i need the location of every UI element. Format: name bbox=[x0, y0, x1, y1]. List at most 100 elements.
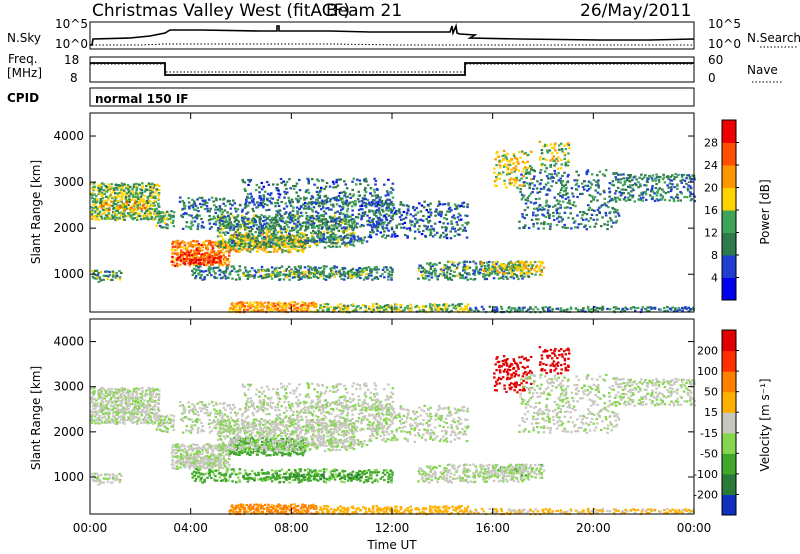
power-cell bbox=[620, 178, 623, 181]
power-cell bbox=[420, 274, 424, 278]
power-cell bbox=[391, 214, 395, 218]
power-cell bbox=[217, 250, 220, 253]
power-cell bbox=[601, 305, 605, 308]
power-cell bbox=[145, 210, 148, 213]
power-cell bbox=[286, 304, 289, 308]
power-cell bbox=[196, 249, 199, 252]
velocity-cell bbox=[119, 415, 123, 418]
power-cell bbox=[587, 180, 591, 183]
power-cell bbox=[249, 274, 252, 277]
power-cell bbox=[248, 180, 252, 183]
power-cell bbox=[355, 183, 358, 186]
power-cell bbox=[285, 223, 289, 226]
power-cell bbox=[354, 224, 357, 227]
power-cell bbox=[379, 231, 383, 234]
power-cell bbox=[639, 199, 642, 202]
power-cell bbox=[303, 307, 307, 310]
power-cell bbox=[166, 224, 170, 227]
power-cell bbox=[304, 244, 307, 247]
power-cell bbox=[340, 227, 344, 230]
power-cell bbox=[249, 179, 253, 182]
power-cell bbox=[253, 274, 257, 277]
power-cell bbox=[536, 180, 539, 183]
power-cell bbox=[482, 275, 485, 278]
power-cell bbox=[616, 196, 619, 199]
power-cell bbox=[129, 192, 133, 195]
power-cell bbox=[269, 308, 273, 312]
power-cell bbox=[284, 221, 287, 225]
power-cell bbox=[548, 227, 552, 231]
power-cell bbox=[453, 227, 456, 230]
nsky-tick-high: 10^5 bbox=[55, 17, 88, 31]
velocity-cell bbox=[101, 398, 104, 401]
power-cell bbox=[102, 183, 106, 186]
power-cell bbox=[294, 236, 298, 239]
velocity-cell bbox=[98, 394, 101, 397]
power-cell bbox=[282, 180, 285, 183]
power-cell bbox=[537, 260, 541, 263]
power-cell bbox=[521, 196, 525, 199]
power-cell bbox=[138, 202, 141, 205]
power-cell bbox=[379, 223, 382, 226]
power-cell bbox=[330, 227, 333, 231]
power-cell bbox=[661, 188, 664, 191]
power-cell bbox=[387, 209, 391, 212]
power-cell bbox=[689, 199, 693, 202]
power-cell bbox=[561, 218, 565, 221]
power-cell bbox=[221, 238, 225, 241]
power-cell bbox=[360, 273, 363, 276]
power-cell bbox=[458, 233, 461, 236]
power-cell bbox=[239, 225, 243, 228]
power-cell bbox=[285, 205, 289, 208]
power-cell bbox=[398, 216, 402, 219]
power-cell bbox=[224, 233, 227, 236]
power-cell bbox=[94, 203, 97, 206]
power-cell bbox=[259, 309, 262, 312]
power-cell bbox=[315, 275, 318, 278]
power-cell bbox=[102, 274, 106, 277]
power-cell bbox=[98, 277, 102, 280]
power-cell bbox=[477, 269, 480, 272]
power-cell bbox=[387, 206, 390, 209]
power-cell bbox=[185, 212, 188, 215]
power-cell bbox=[692, 193, 695, 196]
power-cell bbox=[521, 215, 525, 218]
power-cell bbox=[535, 218, 538, 221]
power-cell bbox=[270, 302, 274, 305]
power-cell bbox=[477, 271, 480, 274]
power-cell bbox=[559, 194, 562, 197]
power-cell bbox=[145, 205, 149, 208]
power-cell bbox=[429, 202, 432, 205]
power-cell bbox=[386, 268, 389, 271]
power-cell bbox=[104, 274, 108, 277]
power-cell bbox=[230, 265, 234, 268]
power-cell bbox=[257, 268, 260, 271]
power-cell bbox=[351, 213, 354, 216]
power-cell bbox=[309, 239, 312, 242]
power-cell bbox=[529, 168, 533, 171]
velocity-cell bbox=[134, 397, 138, 400]
power-cell bbox=[163, 221, 167, 224]
power-cell bbox=[146, 213, 150, 216]
power-cell bbox=[189, 204, 193, 207]
power-cell bbox=[557, 215, 561, 218]
power-cell bbox=[567, 160, 570, 163]
velocity-cell bbox=[134, 395, 138, 399]
power-cell bbox=[261, 201, 265, 204]
power-cell bbox=[513, 267, 517, 270]
power-cell bbox=[617, 178, 620, 181]
power-cell bbox=[442, 222, 445, 225]
power-cell bbox=[645, 309, 649, 312]
power-cell bbox=[232, 236, 235, 239]
power-cell bbox=[262, 274, 266, 277]
power-cell bbox=[448, 276, 452, 279]
power-cell bbox=[302, 244, 305, 247]
power-cell bbox=[262, 243, 265, 246]
power-cell bbox=[154, 214, 158, 217]
power-cell bbox=[231, 277, 234, 280]
power-cell bbox=[134, 192, 138, 195]
power-cell bbox=[375, 233, 378, 236]
power-cell bbox=[404, 306, 407, 309]
power-cell bbox=[288, 275, 291, 278]
power-cell bbox=[337, 229, 341, 232]
